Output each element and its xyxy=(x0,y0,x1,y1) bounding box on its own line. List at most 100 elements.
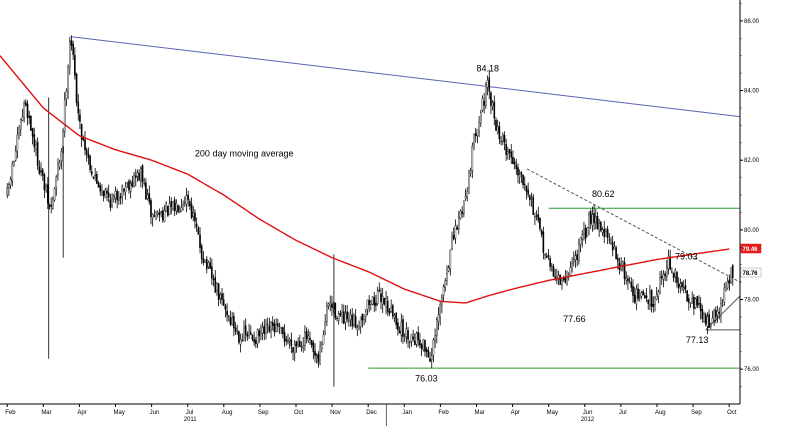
x-tick-label: Apr xyxy=(511,410,520,416)
candle-body xyxy=(167,205,169,216)
candle-body xyxy=(320,344,323,349)
candle-body xyxy=(638,296,641,298)
candle-body xyxy=(63,99,66,132)
candle-body xyxy=(315,355,318,358)
candle-body xyxy=(654,296,656,305)
candle-body xyxy=(229,317,232,325)
candle-body xyxy=(633,295,636,303)
candle-body xyxy=(647,299,650,304)
candle-body xyxy=(31,128,34,137)
candle-body xyxy=(236,331,239,333)
candle-body xyxy=(496,126,499,133)
candle-body xyxy=(41,169,44,176)
ma200-layer xyxy=(0,55,730,304)
candle-body xyxy=(515,164,518,169)
candle-body xyxy=(94,175,96,177)
candle-body xyxy=(156,212,159,216)
candle-body xyxy=(527,189,529,195)
candle-body xyxy=(349,314,352,320)
candle-body xyxy=(126,182,129,185)
candle-body xyxy=(611,241,614,251)
candle-body xyxy=(376,290,379,304)
candle-body xyxy=(674,270,677,278)
candle-body xyxy=(684,285,687,290)
candle-body xyxy=(679,283,682,287)
candle-body xyxy=(202,258,205,263)
candle-body xyxy=(429,358,431,362)
candle-body xyxy=(728,279,731,284)
candle-body xyxy=(601,229,604,233)
candle-body xyxy=(449,249,452,270)
candle-body xyxy=(85,149,88,155)
candle-body xyxy=(402,319,404,337)
candle-body xyxy=(300,346,303,348)
candle-body xyxy=(80,123,83,140)
candle-body xyxy=(427,350,430,358)
candle-body xyxy=(677,283,680,289)
candle-body xyxy=(600,222,602,231)
candle-body xyxy=(121,185,124,197)
candle-body xyxy=(57,164,59,176)
candle-body xyxy=(711,317,714,324)
candle-body xyxy=(204,260,206,263)
candle-body xyxy=(535,215,538,217)
candle-body xyxy=(119,196,122,199)
candle-body xyxy=(136,172,139,177)
candle-body xyxy=(564,277,567,283)
candle-body xyxy=(28,116,31,118)
candle-body xyxy=(551,265,553,268)
candle-body xyxy=(562,277,565,280)
candle-body xyxy=(226,310,228,316)
candle-body xyxy=(199,234,201,248)
candle-body xyxy=(545,256,548,258)
candle-body xyxy=(461,211,463,215)
candle-body xyxy=(290,339,293,346)
candle-body xyxy=(630,282,633,288)
annotation-label: 79.03 xyxy=(675,251,698,261)
candle-body xyxy=(660,276,663,279)
candle-body xyxy=(437,314,440,322)
candle-body xyxy=(689,302,692,304)
candle-body xyxy=(642,291,644,296)
candle-body xyxy=(613,246,616,250)
candle-body xyxy=(393,315,396,318)
x-tick-label: Nov xyxy=(330,410,341,416)
candle-body xyxy=(540,230,543,235)
candle-body xyxy=(557,275,560,280)
candle-body xyxy=(507,150,509,154)
candle-body xyxy=(547,255,550,257)
candle-body xyxy=(68,41,71,68)
candle-body xyxy=(268,325,271,332)
candle-body xyxy=(35,144,37,150)
candle-body xyxy=(606,228,609,238)
candle-body xyxy=(530,198,533,200)
candle-body xyxy=(366,299,369,310)
candle-body xyxy=(471,146,474,171)
candle-body xyxy=(327,303,330,307)
candle-body xyxy=(256,329,259,344)
candle-body xyxy=(605,231,607,237)
candle-body xyxy=(278,325,281,327)
candle-body xyxy=(537,214,540,221)
candle-body xyxy=(43,174,46,191)
candle-body xyxy=(549,258,551,267)
candle-body xyxy=(576,254,578,261)
candle-body xyxy=(627,278,629,282)
candle-body xyxy=(666,267,668,278)
candle-body xyxy=(116,191,118,201)
candle-body xyxy=(715,310,717,318)
candle-body xyxy=(65,90,68,100)
candle-body xyxy=(459,210,462,219)
candle-body xyxy=(493,101,496,119)
candle-body xyxy=(415,332,418,345)
candle-body xyxy=(246,334,249,337)
candle-body xyxy=(307,335,310,341)
candle-body xyxy=(552,266,555,277)
candle-body xyxy=(473,134,475,145)
y-tick-label: 84.00 xyxy=(744,89,760,95)
candle-body xyxy=(584,227,587,239)
candle-body xyxy=(177,205,179,213)
candle-body xyxy=(244,325,247,336)
